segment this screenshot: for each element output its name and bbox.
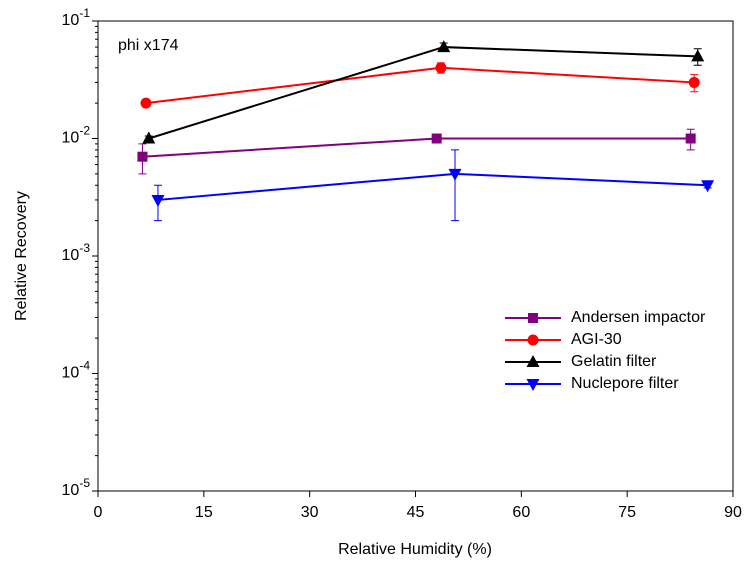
y-axis-label: Relative Recovery: [13, 191, 30, 321]
y-tick-base: 10: [62, 482, 80, 499]
y-tick-base: 10: [62, 365, 80, 382]
data-point: [437, 40, 451, 53]
y-tick-exponent: -4: [79, 359, 90, 373]
data-point: [142, 131, 156, 144]
y-tick-exponent: -5: [79, 476, 90, 490]
series-line: [145, 66, 695, 105]
x-axis-label: Relative Humidity (%): [338, 541, 492, 558]
data-point: [431, 133, 442, 144]
legend-marker: [527, 334, 539, 346]
data-point: [448, 168, 462, 181]
y-tick-base: 10: [62, 130, 80, 147]
data-point: [701, 180, 715, 193]
y-tick-label: 10-5: [62, 476, 91, 499]
x-tick-label: 15: [195, 504, 213, 521]
legend-label: Gelatin filter: [571, 353, 657, 370]
series-line: [142, 137, 691, 158]
error-bar: [451, 149, 460, 222]
annotation: phi x174: [118, 37, 179, 54]
y-tick-label: 10-4: [62, 359, 91, 382]
y-tick-base: 10: [62, 12, 80, 29]
y-tick-exponent: -2: [79, 124, 90, 138]
legend-marker: [528, 313, 538, 323]
series-line: [157, 172, 708, 201]
y-tick-exponent: -1: [79, 6, 90, 20]
data-point: [691, 49, 705, 62]
x-tick-label: 60: [512, 504, 530, 521]
y-tick-label: 10-3: [62, 241, 91, 264]
x-tick-label: 45: [407, 504, 425, 521]
legend-label: Nuclepore filter: [571, 375, 679, 392]
y-tick-base: 10: [62, 247, 80, 264]
y-tick-exponent: -3: [79, 241, 90, 255]
x-tick-label: 0: [94, 504, 103, 521]
legend-label: AGI-30: [571, 331, 622, 348]
x-tick-label: 75: [618, 504, 636, 521]
x-tick-label: 30: [301, 504, 319, 521]
x-tick-label: 90: [724, 504, 742, 521]
legend-marker: [526, 355, 540, 367]
data-point: [151, 194, 165, 207]
plot-frame: [97, 20, 734, 492]
data-point: [435, 62, 447, 74]
data-point: [137, 151, 148, 162]
legend-label: Andersen impactor: [571, 309, 706, 326]
data-point: [685, 133, 696, 144]
data-point: [688, 76, 700, 88]
y-tick-label: 10-2: [62, 124, 91, 147]
y-tick-label: 10-1: [62, 6, 91, 29]
data-point: [140, 97, 152, 109]
legend-marker: [526, 379, 540, 391]
